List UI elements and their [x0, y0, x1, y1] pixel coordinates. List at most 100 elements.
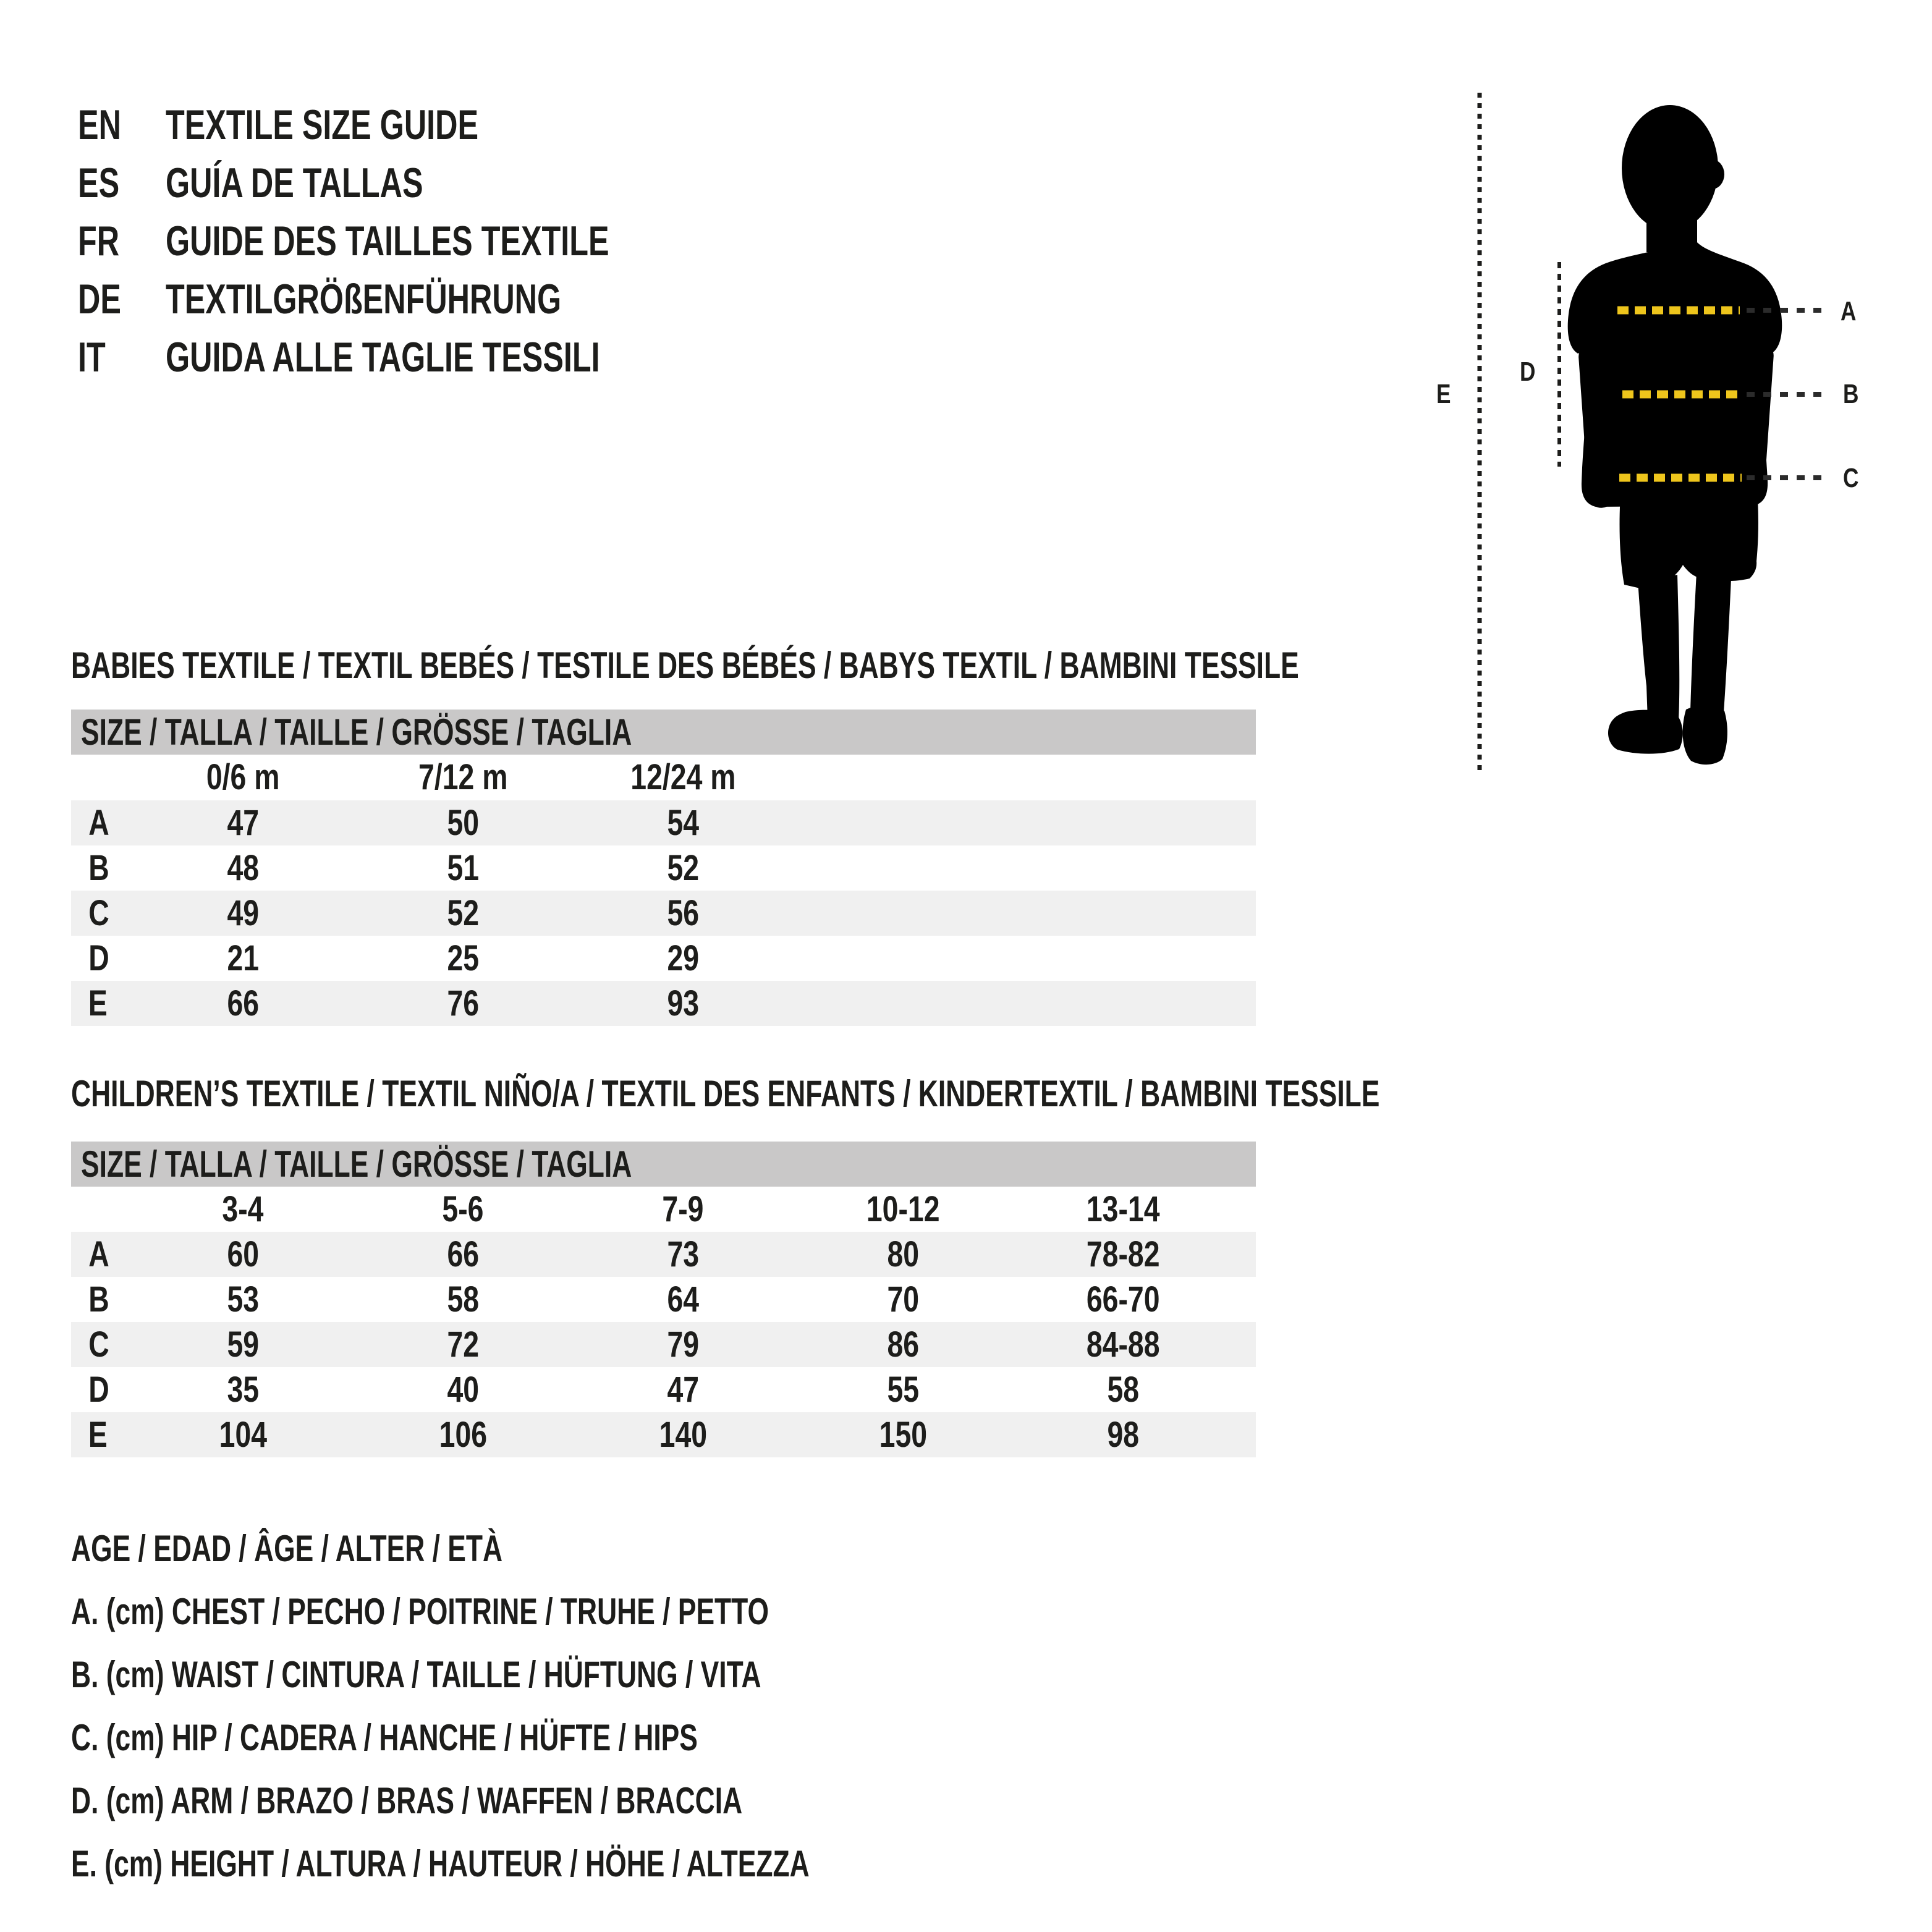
- cell-value: 80: [887, 1234, 919, 1274]
- lang-code-en: EN: [78, 101, 121, 148]
- lang-title-de: TEXTILGRÖßENFÜHRUNG: [166, 276, 562, 323]
- cell-value: 56: [667, 893, 699, 933]
- lang-title-en: TEXTILE SIZE GUIDE: [166, 101, 479, 148]
- row-label: D: [88, 938, 109, 978]
- lang-code-de: DE: [78, 276, 121, 323]
- cell-value: 106: [439, 1415, 487, 1455]
- figure-label-D: D: [1520, 357, 1535, 387]
- lang-title-fr: GUIDE DES TAILLES TEXTILE: [166, 218, 609, 265]
- children-size-header-text: SIZE / TALLA / TAILLE / GRÖSSE / TAGLIA: [81, 1143, 632, 1185]
- cell-value: 93: [667, 983, 699, 1023]
- row-label: C: [88, 893, 109, 933]
- babies-title-text: BABIES TEXTILE / TEXTIL BEBÉS / TESTILE …: [71, 645, 1299, 686]
- cell-value: 47: [667, 1370, 699, 1410]
- babies-size-header-text: SIZE / TALLA / TAILLE / GRÖSSE / TAGLIA: [81, 711, 632, 753]
- cell-value: 55: [887, 1370, 919, 1410]
- cell-value: 70: [887, 1279, 919, 1320]
- cell-value: 79: [667, 1324, 699, 1365]
- babies-size-header-bar: SIZE / TALLA / TAILLE / GRÖSSE / TAGLIA: [71, 710, 1256, 755]
- row-label: D: [88, 1370, 109, 1410]
- cell-value: 72: [447, 1324, 479, 1365]
- cell-value: 40: [447, 1370, 479, 1410]
- cell-value: 51: [447, 848, 479, 888]
- cell-value: 98: [1107, 1415, 1139, 1455]
- cell-value: 58: [447, 1279, 479, 1320]
- children-row-D: D 35 40 47 55 58: [71, 1367, 1256, 1412]
- row-label: B: [88, 1279, 109, 1320]
- figure-label-A: A: [1841, 296, 1856, 326]
- cell-value: 50: [447, 803, 479, 843]
- figure-label-B: B: [1843, 379, 1858, 409]
- cell-value: 104: [219, 1415, 267, 1455]
- cell-value: 29: [667, 938, 699, 978]
- lang-title-it: GUIDA ALLE TAGLIE TESSILI: [166, 334, 600, 381]
- children-col-3: 10-12: [866, 1189, 940, 1229]
- children-column-header-row: 3-4 5-6 7-9 10-12 13-14: [71, 1187, 1256, 1232]
- children-col-1: 5-6: [442, 1189, 484, 1229]
- babies-col-0: 0/6 m: [206, 757, 280, 797]
- cell-value: 66-70: [1086, 1279, 1160, 1320]
- cell-value: 25: [447, 938, 479, 978]
- cell-value: 35: [227, 1370, 259, 1410]
- lang-code-es: ES: [78, 159, 120, 206]
- children-section-title: CHILDREN’S TEXTILE / TEXTIL NIÑO/A / TEX…: [71, 1071, 1839, 1117]
- cell-value: 76: [447, 983, 479, 1023]
- cell-value: 52: [447, 893, 479, 933]
- babies-col-1: 7/12 m: [418, 757, 508, 797]
- lang-code-it: IT: [78, 334, 106, 381]
- cell-value: 58: [1107, 1370, 1139, 1410]
- cell-value: 84-88: [1086, 1324, 1160, 1365]
- legend-age: AGE / EDAD / ÂGE / ALTER / ETÀ: [71, 1528, 503, 1569]
- legend-waist: B. (cm) WAIST / CINTURA / TAILLE / HÜFTU…: [71, 1654, 761, 1695]
- babies-row-B: B 48 51 52: [71, 845, 1256, 891]
- cell-value: 66: [227, 983, 259, 1023]
- children-size-header-bar: SIZE / TALLA / TAILLE / GRÖSSE / TAGLIA: [71, 1142, 1256, 1187]
- legend-arm: D. (cm) ARM / BRAZO / BRAS / WAFFEN / BR…: [71, 1780, 743, 1821]
- cell-value: 73: [667, 1234, 699, 1274]
- cell-value: 66: [447, 1234, 479, 1274]
- babies-row-A: A 47 50 54: [71, 800, 1256, 845]
- children-col-2: 7-9: [662, 1189, 704, 1229]
- children-col-4: 13-14: [1086, 1189, 1160, 1229]
- row-label: B: [88, 848, 109, 888]
- row-label: A: [88, 1234, 109, 1274]
- row-label: E: [88, 1415, 108, 1455]
- babies-col-2: 12/24 m: [630, 757, 736, 797]
- children-row-E: E 104 106 140 150 98: [71, 1412, 1256, 1457]
- babies-row-C: C 49 52 56: [71, 891, 1256, 936]
- children-row-C: C 59 72 79 86 84-88: [71, 1322, 1256, 1367]
- babies-column-header-row: 0/6 m 7/12 m 12/24 m: [71, 755, 1256, 800]
- cell-value: 47: [227, 803, 259, 843]
- cell-value: 86: [887, 1324, 919, 1365]
- cell-value: 53: [227, 1279, 259, 1320]
- cell-value: 52: [667, 848, 699, 888]
- children-row-B: B 53 58 64 70 66-70: [71, 1277, 1256, 1322]
- cell-value: 54: [667, 803, 699, 843]
- children-row-A: A 60 66 73 80 78-82: [71, 1232, 1256, 1277]
- babies-row-E: E 66 76 93: [71, 981, 1256, 1026]
- lang-code-fr: FR: [78, 218, 120, 265]
- cell-value: 140: [659, 1415, 707, 1455]
- babies-section-title: BABIES TEXTILE / TEXTIL BEBÉS / TESTILE …: [71, 643, 1731, 688]
- cell-value: 21: [227, 938, 259, 978]
- figure-label-C: C: [1843, 463, 1858, 493]
- cell-value: 150: [879, 1415, 927, 1455]
- children-col-0: 3-4: [222, 1189, 264, 1229]
- babies-row-D: D 21 25 29: [71, 936, 1256, 981]
- row-label: C: [88, 1324, 109, 1365]
- cell-value: 49: [227, 893, 259, 933]
- measurement-figure: A B C D E: [1436, 93, 1858, 776]
- cell-value: 48: [227, 848, 259, 888]
- cell-value: 59: [227, 1324, 259, 1365]
- row-label: E: [88, 983, 108, 1023]
- cell-value: 78-82: [1086, 1234, 1160, 1274]
- legend-chest: A. (cm) CHEST / PECHO / POITRINE / TRUHE…: [71, 1591, 769, 1632]
- cell-value: 64: [667, 1279, 699, 1320]
- cell-value: 60: [227, 1234, 259, 1274]
- legend-hip: C. (cm) HIP / CADERA / HANCHE / HÜFTE / …: [71, 1717, 698, 1758]
- row-label: A: [88, 803, 109, 843]
- legend-height: E. (cm) HEIGHT / ALTURA / HAUTEUR / HÖHE…: [71, 1843, 810, 1884]
- figure-label-E: E: [1436, 379, 1451, 409]
- lang-title-es: GUÍA DE TALLAS: [166, 159, 423, 206]
